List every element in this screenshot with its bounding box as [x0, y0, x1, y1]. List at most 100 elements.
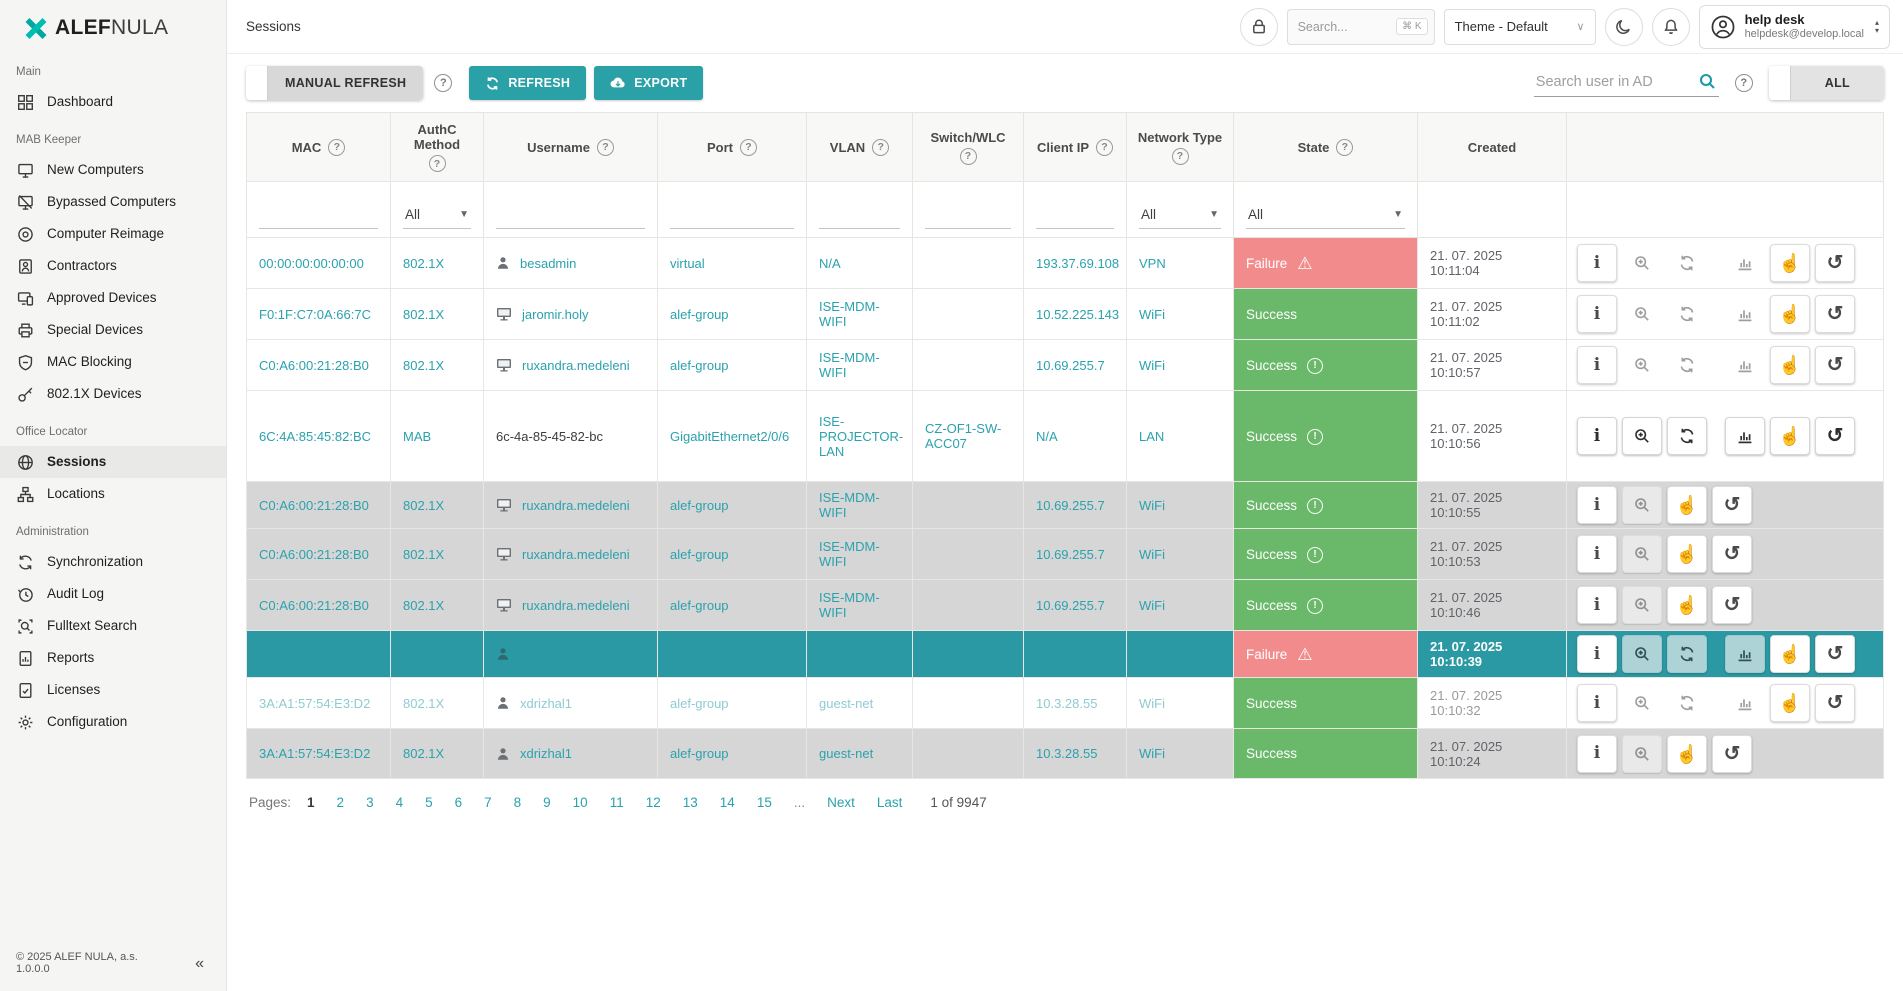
history-button[interactable]: ↺	[1712, 586, 1752, 624]
history-button[interactable]: ↺	[1712, 486, 1752, 524]
switch-wlc-link[interactable]: CZ-OF1-SW-ACC07	[925, 421, 1002, 451]
page-link-4[interactable]: 4	[395, 795, 404, 810]
hand-button[interactable]: ☝	[1667, 734, 1707, 773]
port-link[interactable]: alef-group	[670, 746, 729, 761]
mac-link[interactable]: 6C:4A:85:45:82:BC	[259, 428, 372, 444]
sidebar-item-approved-devices[interactable]: Approved Devices	[0, 282, 226, 314]
authc-method-link[interactable]: 802.1X	[403, 497, 445, 513]
authc-method-link[interactable]: 802.1X	[403, 255, 445, 271]
vlan-link[interactable]: N/A	[819, 255, 841, 271]
mac-link[interactable]: C0:A6:00:21:28:B0	[259, 546, 369, 562]
manual-refresh-help-icon[interactable]: ?	[434, 74, 453, 92]
info-button[interactable]: i	[1577, 346, 1617, 384]
info-button[interactable]: i	[1577, 295, 1617, 333]
client-ip-link[interactable]: 10.69.255.7	[1036, 497, 1105, 513]
column-header-authc-method[interactable]: AuthC Method?	[390, 112, 484, 182]
help-icon[interactable]: ?	[872, 138, 890, 156]
client-ip-link[interactable]: 193.37.69.108	[1036, 255, 1120, 271]
filter-input-switch-wlc[interactable]	[925, 203, 1011, 229]
filter-input-port[interactable]	[670, 203, 794, 229]
help-icon[interactable]: ?	[959, 147, 977, 165]
filter-input-vlan[interactable]	[819, 203, 900, 229]
vlan-link[interactable]: guest-net	[819, 695, 874, 711]
network-type-link[interactable]: WiFi	[1139, 695, 1165, 711]
hand-button[interactable]: ☝	[1770, 684, 1810, 722]
zoom-in-button[interactable]	[1622, 535, 1662, 573]
username-link[interactable]: ruxandra.medeleni	[522, 597, 630, 613]
chart-button[interactable]	[1725, 346, 1765, 384]
network-type-link[interactable]: WiFi	[1139, 357, 1165, 373]
help-icon[interactable]: ?	[1096, 138, 1113, 156]
sidebar-item-bypassed-computers[interactable]: Bypassed Computers	[0, 186, 226, 218]
column-header-client-ip[interactable]: Client IP?	[1023, 112, 1127, 182]
authc-method-link[interactable]: 802.1X	[403, 746, 445, 761]
help-icon[interactable]: ?	[1171, 147, 1189, 165]
vlan-link[interactable]: ISE-MDM-WIFI	[819, 490, 880, 520]
authc-method-link[interactable]: 802.1X	[403, 306, 445, 322]
all-toggle-help-icon[interactable]: ?	[1734, 74, 1753, 92]
sidebar-item-fulltext-search[interactable]: Fulltext Search	[0, 610, 226, 642]
column-header-switch-wlc[interactable]: Switch/WLC?	[912, 112, 1024, 182]
username-link[interactable]: ruxandra.medeleni	[522, 546, 630, 562]
help-icon[interactable]: ?	[328, 138, 346, 156]
chart-button[interactable]	[1725, 684, 1765, 722]
refresh-button[interactable]	[1667, 417, 1707, 455]
port-link[interactable]: alef-group	[670, 306, 729, 322]
zoom-in-button[interactable]	[1622, 417, 1662, 455]
client-ip-link[interactable]: 10.69.255.7	[1036, 597, 1105, 613]
username-link[interactable]: jaromir.holy	[522, 306, 589, 322]
username-link[interactable]: ruxandra.medeleni	[522, 357, 630, 373]
ad-search-input[interactable]	[1535, 73, 1676, 90]
authc-method-link[interactable]: 802.1X	[403, 597, 445, 613]
help-icon[interactable]: ?	[1336, 138, 1354, 156]
mac-link[interactable]: F0:1F:C7:0A:66:7C	[259, 306, 371, 322]
mac-link[interactable]: 3A:A1:57:54:E3:D2	[259, 695, 371, 711]
page-link-13[interactable]: 13	[682, 795, 698, 810]
chart-button[interactable]	[1725, 635, 1765, 673]
lock-button[interactable]	[1239, 7, 1278, 46]
chart-button[interactable]	[1725, 244, 1765, 282]
hand-button[interactable]: ☝	[1667, 486, 1707, 524]
sidebar-item-locations[interactable]: Locations	[0, 478, 226, 510]
network-type-link[interactable]: WiFi	[1139, 546, 1165, 562]
network-type-link[interactable]: LAN	[1139, 428, 1165, 444]
client-ip-link[interactable]: 10.69.255.7	[1036, 357, 1105, 373]
client-ip-link[interactable]: 10.3.28.55	[1036, 746, 1098, 761]
port-link[interactable]: alef-group	[670, 497, 729, 513]
port-link[interactable]: alef-group	[670, 695, 729, 711]
help-icon[interactable]: ?	[428, 155, 446, 172]
authc-method-link[interactable]: 802.1X	[403, 357, 445, 373]
client-ip-link[interactable]: N/A	[1036, 428, 1058, 444]
history-button[interactable]: ↺	[1815, 417, 1855, 455]
mac-link[interactable]: C0:A6:00:21:28:B0	[259, 357, 369, 373]
username-link[interactable]: 6c-4a-85-45-82-bc	[496, 428, 603, 444]
info-button[interactable]: i	[1577, 586, 1617, 624]
mac-link[interactable]: C0:A6:00:21:28:B0	[259, 497, 369, 513]
column-header-actions[interactable]	[1566, 112, 1884, 182]
zoom-in-button[interactable]	[1622, 486, 1662, 524]
page-last-link[interactable]: Last	[876, 795, 903, 810]
refresh-button[interactable]	[1667, 244, 1707, 282]
sidebar-item-new-computers[interactable]: New Computers	[0, 154, 226, 186]
port-link[interactable]: alef-group	[670, 546, 729, 562]
theme-select[interactable]: Theme - Default ∨	[1443, 8, 1596, 45]
sidebar-item-contractors[interactable]: Contractors	[0, 250, 226, 282]
filter-select-network-type[interactable]: All ▼	[1139, 205, 1221, 229]
zoom-in-button[interactable]	[1622, 295, 1662, 333]
network-type-link[interactable]: WiFi	[1139, 497, 1165, 513]
sidebar-item-special-devices[interactable]: Special Devices	[0, 314, 226, 346]
mac-link[interactable]: C0:A6:00:21:28:B0	[259, 597, 369, 613]
refresh-button[interactable]	[1667, 295, 1707, 333]
column-header-username[interactable]: Username?	[483, 112, 658, 182]
column-header-vlan[interactable]: VLAN?	[806, 112, 913, 182]
sidebar-item-licenses[interactable]: Licenses	[0, 674, 226, 706]
sidebar-item-sessions[interactable]: Sessions	[0, 446, 226, 478]
vlan-link[interactable]: guest-net	[819, 746, 874, 761]
history-button[interactable]: ↺	[1815, 684, 1855, 722]
global-search-input[interactable]	[1297, 19, 1391, 34]
column-header-network-type[interactable]: Network Type?	[1126, 112, 1234, 182]
chart-button[interactable]	[1725, 417, 1765, 455]
username-link[interactable]: xdrizhal1	[520, 695, 573, 711]
history-button[interactable]: ↺	[1815, 295, 1855, 333]
mac-link[interactable]: 00:00:00:00:00:00	[259, 255, 364, 271]
